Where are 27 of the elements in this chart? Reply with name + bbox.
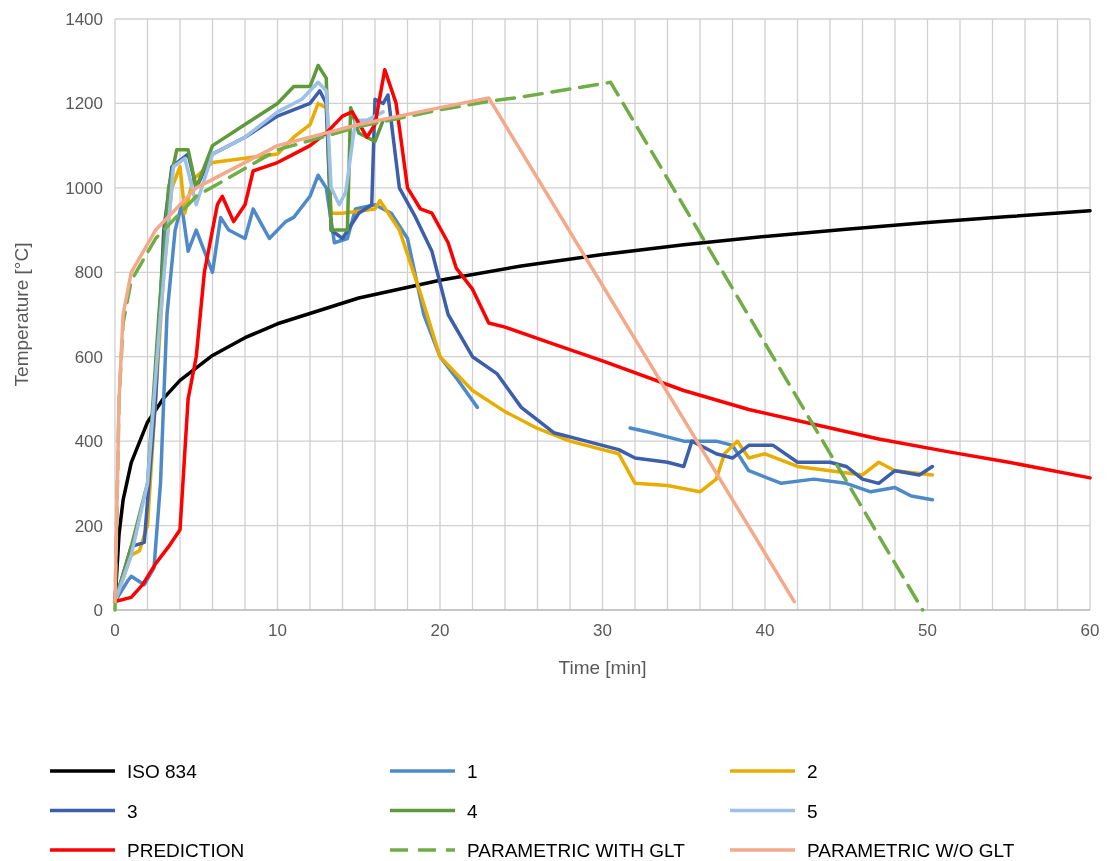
x-tick-label: 60	[1080, 621, 1100, 640]
y-tick-label: 1400	[65, 10, 103, 29]
y-tick-label: 200	[74, 516, 103, 536]
legend-label: PARAMETRIC W/O GLT	[807, 840, 1015, 861]
legend-label: PREDICTION	[127, 840, 245, 861]
y-tick-label: 1000	[65, 178, 103, 198]
x-tick-label: 0	[110, 621, 120, 640]
legend-label: PARAMETRIC WITH GLT	[467, 840, 686, 861]
y-tick-label: 400	[74, 432, 103, 452]
y-tick-label: 600	[74, 347, 103, 367]
x-tick-label: 30	[593, 621, 612, 640]
y-axis-title: Temperature [°C]	[11, 242, 32, 387]
legend-label: 5	[807, 800, 818, 822]
legend-label: 1	[467, 761, 478, 782]
x-tick-label: 50	[918, 621, 937, 640]
y-tick-label: 0	[93, 601, 103, 620]
x-tick-label: 20	[430, 621, 450, 640]
x-tick-label: 40	[755, 621, 775, 640]
line-series	[113, 96, 796, 604]
legend-label: 2	[807, 761, 818, 782]
legend-label: 4	[467, 800, 478, 822]
x-tick-label: 10	[268, 621, 287, 640]
legend-label: 3	[127, 800, 138, 822]
y-tick-label: 1200	[65, 94, 103, 114]
legend-label: ISO 834	[127, 761, 198, 782]
y-tick-label: 800	[74, 263, 103, 283]
x-axis-title: Time [min]	[558, 657, 647, 678]
